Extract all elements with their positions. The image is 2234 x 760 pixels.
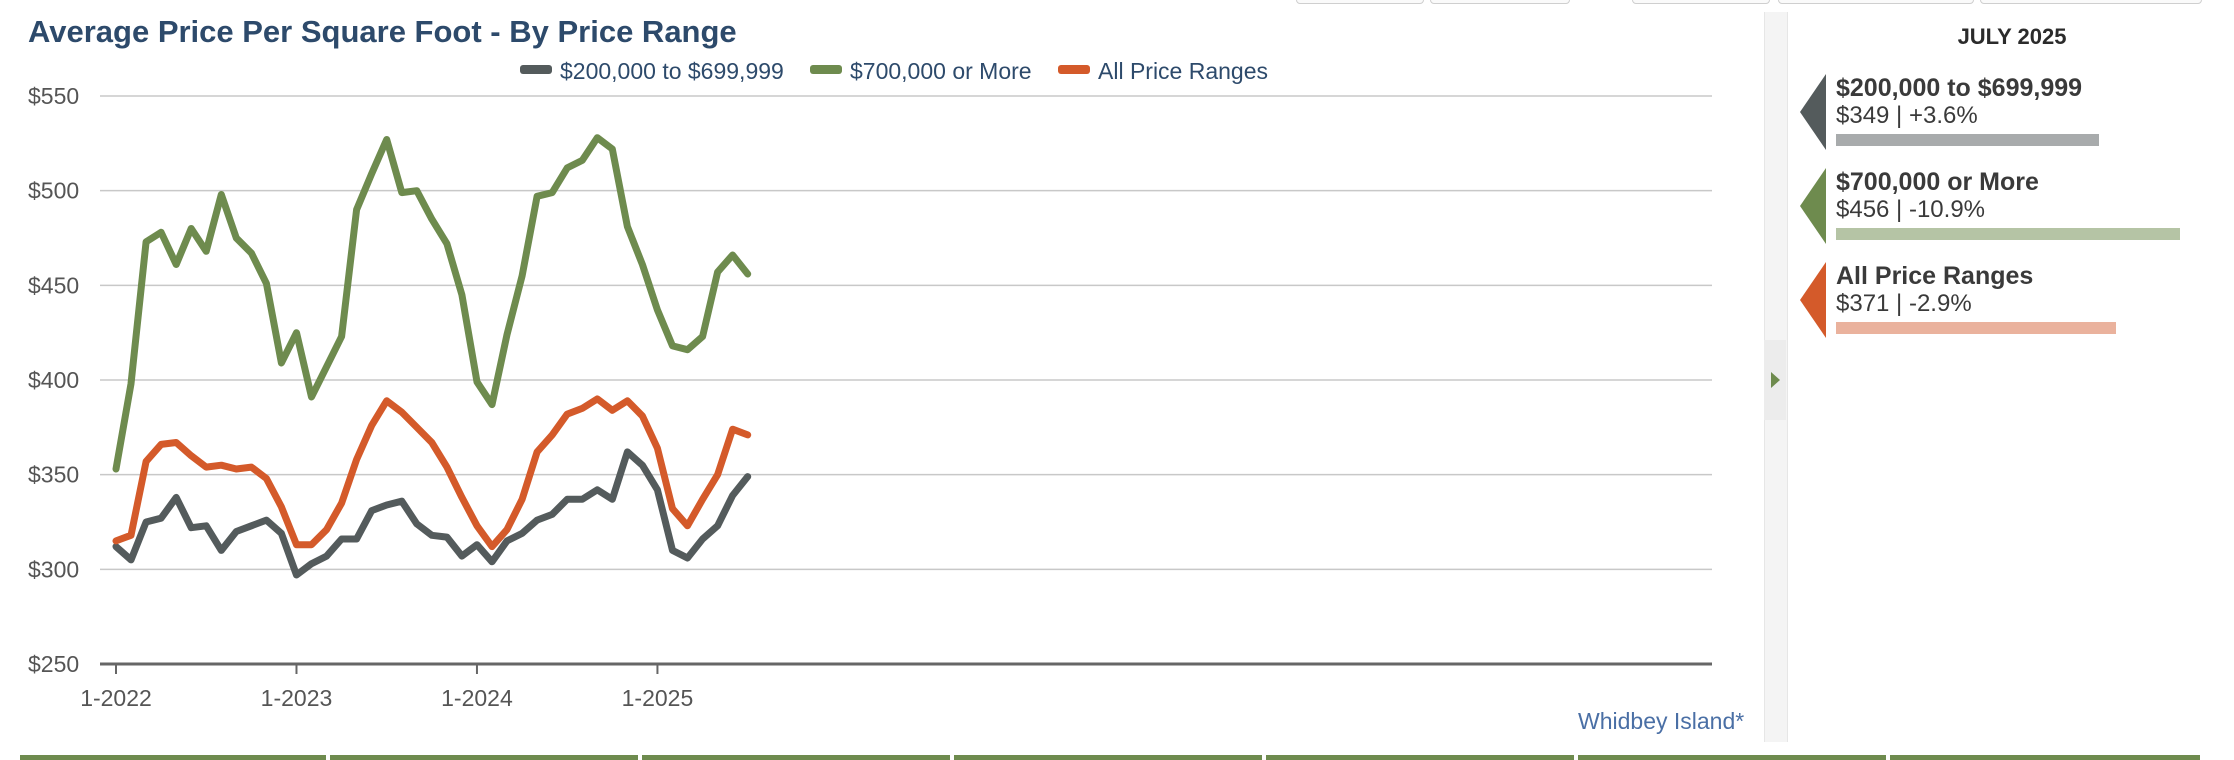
series-layer [112, 134, 752, 579]
legend-swatch [520, 65, 552, 74]
summary-item-value: $456 | -10.9% [1836, 196, 1986, 223]
legend-label: $700,000 or More [850, 58, 1032, 84]
series-line [112, 448, 752, 579]
y-tick-label: $350 [28, 462, 79, 488]
bottom-tab-rule-1 [20, 755, 326, 760]
summary-item-value: $349 | +3.6% [1836, 102, 1978, 129]
y-tick-label: $400 [28, 367, 79, 393]
y-tick-label: $300 [28, 556, 79, 582]
x-axis: 1-2022 1-2023 1-2024 1-2025 [80, 662, 1712, 711]
x-tick-label: 1-2024 [441, 685, 513, 711]
series-line [112, 395, 752, 551]
bottom-tab-rule-3 [642, 755, 950, 760]
caret-right-icon [1771, 372, 1780, 388]
legend-swatch [810, 65, 842, 74]
region-link[interactable]: Whidbey Island* [1578, 708, 1745, 734]
y-tick-label: $250 [28, 651, 79, 677]
summary-item-value: $371 | -2.9% [1836, 290, 1972, 317]
line-chart: $200,000 to $699,999 $700,000 or More All … [28, 58, 1712, 711]
summary-item-title: $700,000 or More [1836, 168, 2039, 196]
legend-swatch [1058, 65, 1090, 74]
bottom-tab-rule-5 [1266, 755, 1574, 760]
x-tick-label: 1-2022 [80, 685, 152, 711]
summary-item-title: All Price Ranges [1836, 262, 2034, 290]
series-marker-icon [1800, 74, 1826, 150]
summary-item-all-ranges: All Price Ranges $371 | -2.9% [1800, 262, 2230, 348]
chart-legend: $200,000 to $699,999 $700,000 or More All … [520, 58, 1268, 84]
top-control-button-5[interactable] [1980, 0, 2202, 4]
summary-item-title: $200,000 to $699,999 [1836, 74, 2083, 102]
y-tick-label: $550 [28, 83, 79, 109]
collapse-panel-button[interactable] [1764, 340, 1786, 420]
legend-label: $200,000 to $699,999 [560, 58, 784, 84]
summary-item-bar [1836, 134, 2100, 146]
y-tick-label: $500 [28, 178, 79, 204]
summary-item-high-range: $700,000 or More $456 | -10.9% [1800, 168, 2230, 254]
summary-panel-header: JULY 2025 [1957, 24, 2067, 49]
bottom-tab-rule-6 [1578, 755, 1886, 760]
bottom-tab-rule-4 [954, 755, 1262, 760]
bottom-tab-rule-2 [330, 755, 638, 760]
y-axis: $250 $300 $350 $400 $450 $500 $550 [28, 83, 79, 677]
x-tick-label: 1-2023 [261, 685, 333, 711]
x-tick-label: 1-2025 [622, 685, 694, 711]
top-control-button-4[interactable] [1778, 0, 1974, 4]
summary-item-bar [1836, 322, 2116, 334]
legend-label: All Price Ranges [1098, 58, 1268, 84]
series-marker-icon [1800, 168, 1826, 244]
series-marker-icon [1800, 262, 1826, 338]
series-line [112, 134, 752, 473]
y-tick-label: $450 [28, 272, 79, 298]
chart-title: Average Price Per Square Foot - By Price… [28, 14, 737, 49]
bottom-tab-rule-7 [1890, 755, 2200, 760]
summary-item-bar [1836, 228, 2180, 240]
summary-item-low-range: $200,000 to $699,999 $349 | +3.6% [1800, 74, 2230, 160]
grid-lines [100, 95, 1712, 571]
